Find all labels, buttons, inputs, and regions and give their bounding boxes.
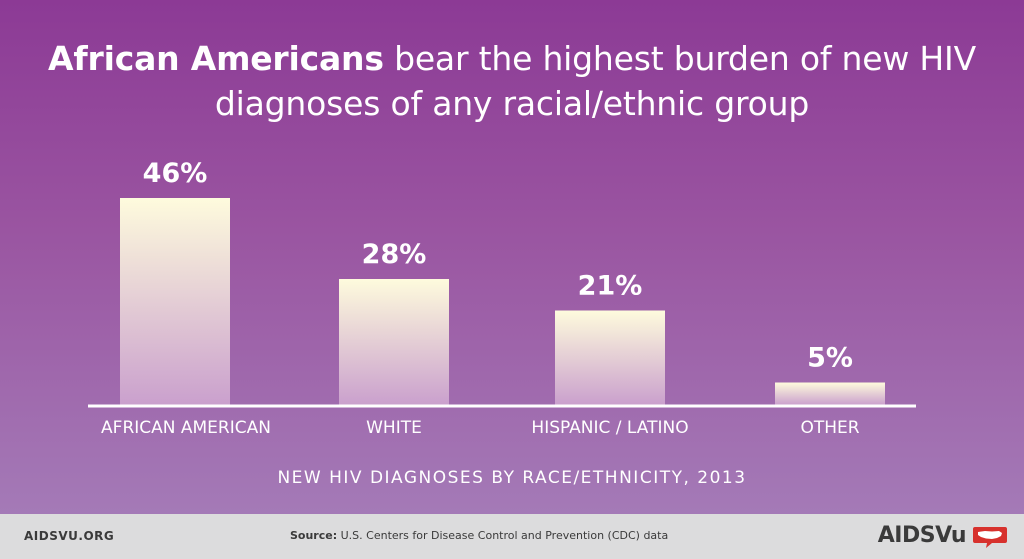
bars-group — [120, 198, 885, 405]
title-line-2: diagnoses of any racial/ethnic group — [214, 84, 810, 123]
bar-3 — [775, 382, 885, 405]
bar-0 — [120, 198, 230, 405]
page-title: African Americans bear the highest burde… — [0, 36, 1024, 126]
title-line-1-rest: bear the highest burden of new HIV — [383, 39, 976, 78]
title-line-1: African Americans bear the highest burde… — [0, 36, 1024, 81]
bar-value-label: 28% — [362, 239, 427, 270]
brand-logo-text: AIDSVu — [877, 523, 967, 548]
bar-value-label: 21% — [578, 271, 643, 302]
title-emphasis: African Americans — [48, 39, 384, 78]
labels-group: 46% AFRICAN AMERICAN 28% WHITE 21% HISPANIC /… — [101, 158, 860, 438]
x-axis-title: NEW HIV DIAGNOSES BY RACE/ETHNICITY, 201… — [277, 468, 746, 488]
footer-source: Source: U.S. Centers for Disease Control… — [290, 529, 668, 542]
source-text: U.S. Centers for Disease Control and Pre… — [337, 529, 669, 542]
category-label: HISPANIC / LATINO — [531, 418, 688, 438]
source-label: Source: — [290, 529, 338, 542]
us-map-chat-icon — [973, 527, 1007, 548]
bar-value-label: 46% — [143, 158, 208, 189]
category-label: WHITE — [366, 418, 422, 438]
bar-2 — [555, 310, 665, 405]
footer-site-link[interactable]: AIDSVU.ORG — [24, 529, 115, 543]
category-label: AFRICAN AMERICAN — [101, 418, 271, 438]
bar-value-label: 5% — [807, 343, 853, 374]
bar-1 — [339, 279, 449, 405]
category-label: OTHER — [800, 418, 859, 438]
infographic: African Americans bear the highest burde… — [0, 0, 1024, 514]
footer: AIDSVU.ORG Source: U.S. Centers for Dise… — [0, 514, 1024, 559]
bar-chart: 46% AFRICAN AMERICAN 28% WHITE 21% HISPANIC /… — [101, 158, 885, 488]
